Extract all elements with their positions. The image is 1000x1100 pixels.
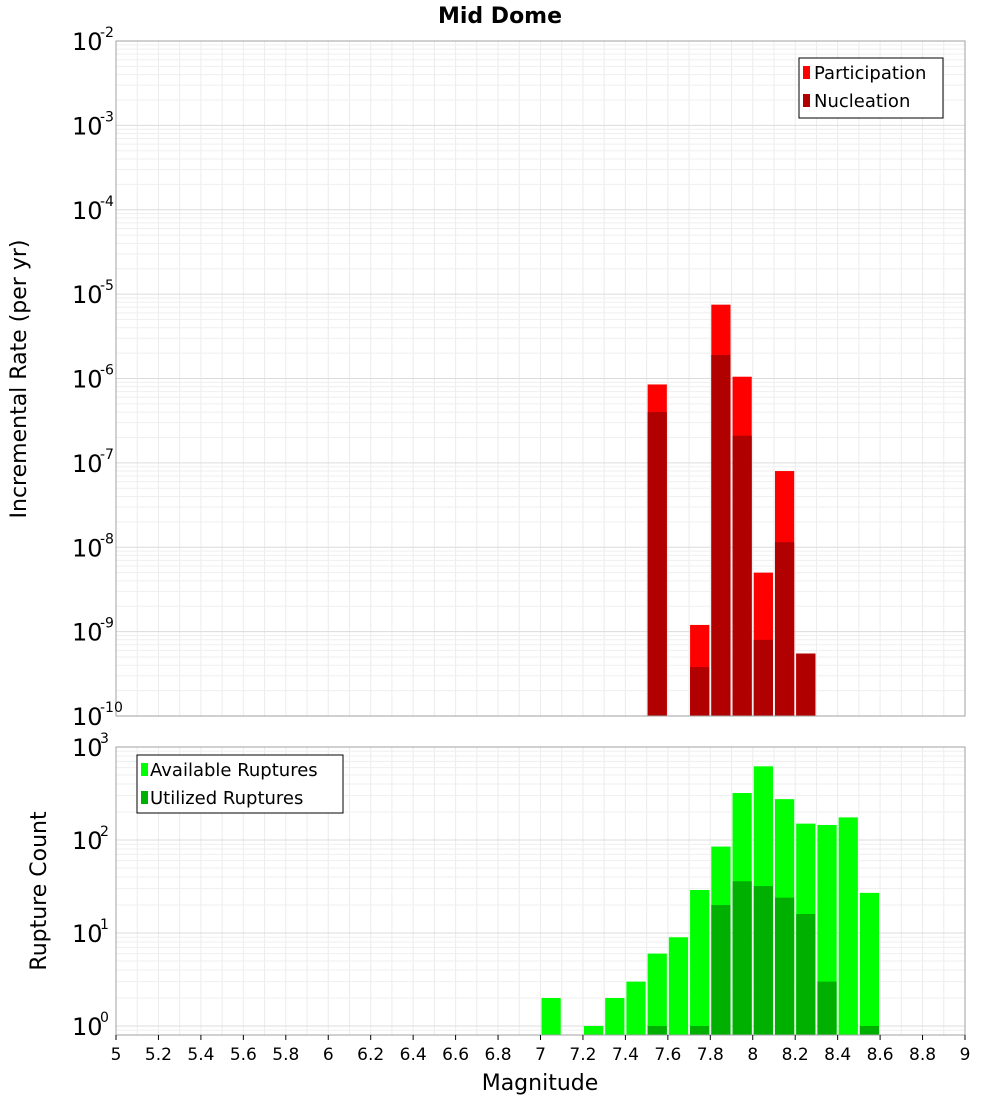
count-bar-available-ruptures <box>541 997 561 1035</box>
count-bars <box>541 766 880 1035</box>
legend-label-utilized: Utilized Ruptures <box>150 788 303 809</box>
count-bar-utilized-ruptures <box>732 881 752 1035</box>
rate-y-tick-base: 10 <box>72 197 103 225</box>
legend-label-available: Available Ruptures <box>150 760 318 781</box>
x-tick-label: 7.4 <box>612 1045 639 1065</box>
x-tick-label: 5.6 <box>230 1045 257 1065</box>
count-y-axis-label: Rupture Count <box>27 811 52 971</box>
x-tick-label: 6.2 <box>357 1045 384 1065</box>
count-bar-available-ruptures <box>859 892 880 1035</box>
rate-y-tick-exp: -9 <box>100 616 114 632</box>
x-tick-label: 8.4 <box>824 1045 851 1065</box>
x-tick-label: 9 <box>960 1045 971 1065</box>
rate-y-tick-exp: -3 <box>100 109 114 125</box>
x-tick-label: 8.8 <box>909 1045 936 1065</box>
x-tick-label: 6.4 <box>400 1045 427 1065</box>
count-legend: Available Ruptures Utilized Ruptures <box>136 754 344 814</box>
rate-y-tick-base: 10 <box>72 619 103 647</box>
count-y-tick-base: 10 <box>72 734 103 762</box>
rate-bar-nucleation <box>647 412 667 716</box>
rate-y-tick-base: 10 <box>72 281 103 309</box>
rate-y-tick-base: 10 <box>72 366 103 394</box>
rate-legend-box <box>798 57 944 119</box>
x-tick-label: 5.4 <box>187 1045 214 1065</box>
rate-bar-nucleation <box>774 542 795 716</box>
count-bar-available-ruptures <box>647 953 667 1035</box>
rate-y-tick-exp: -4 <box>100 194 114 210</box>
rate-bars <box>647 304 816 716</box>
x-tick-label: 7.8 <box>697 1045 724 1065</box>
count-y-tick-exp: 1 <box>100 917 109 933</box>
legend-label-participation: Participation <box>814 63 926 84</box>
x-tick-label: 6 <box>323 1045 334 1065</box>
chart-title: Mid Dome <box>438 4 562 29</box>
rate-y-tick-base: 10 <box>72 450 103 478</box>
count-y-tick-base: 10 <box>72 1013 103 1041</box>
legend-label-nucleation: Nucleation <box>814 91 910 112</box>
count-bar-available-ruptures <box>668 937 689 1035</box>
x-tick-label: 5.2 <box>145 1045 172 1065</box>
count-bar-available-ruptures <box>626 981 646 1035</box>
x-tick-label: 8.2 <box>782 1045 809 1065</box>
rate-y-tick-exp: -2 <box>100 25 114 41</box>
count-bar-utilized-ruptures <box>690 1025 710 1035</box>
rate-bar-nucleation <box>796 653 816 716</box>
count-legend-box <box>136 754 344 814</box>
x-tick-label: 7 <box>535 1045 546 1065</box>
count-bar-utilized-ruptures <box>647 1025 667 1035</box>
count-bar-available-ruptures <box>583 1025 604 1035</box>
count-bar-utilized-ruptures <box>711 904 731 1035</box>
count-y-tick-base: 10 <box>72 920 103 948</box>
rate-bar-nucleation <box>711 354 731 716</box>
count-bar-available-ruptures <box>838 817 858 1035</box>
rate-y-tick-base: 10 <box>72 112 103 140</box>
rate-grid <box>115 40 966 717</box>
x-tick-label: 6.6 <box>442 1045 469 1065</box>
legend-swatch-available <box>141 763 148 776</box>
magnitude-x-ticks: 5 5.2 5.4 5.6 5.8 6 6.2 6.4 6.6 6.8 7 7.2 7.4 7.6 7.8 8… <box>111 1035 971 1065</box>
count-bar-utilized-ruptures <box>859 1025 880 1035</box>
legend-swatch-utilized <box>141 791 148 804</box>
rate-y-tick-base: 10 <box>72 703 103 731</box>
legend-swatch-nucleation <box>803 94 810 107</box>
count-bar-available-ruptures <box>605 997 625 1035</box>
rate-bar-nucleation <box>732 435 752 716</box>
count-bar-utilized-ruptures <box>753 886 773 1035</box>
rate-y-tick-exp: -8 <box>100 531 114 547</box>
x-tick-label: 8 <box>747 1045 758 1065</box>
rate-y-tick-base: 10 <box>72 28 103 56</box>
x-tick-label: 7.6 <box>654 1045 681 1065</box>
count-bar-utilized-ruptures <box>817 981 837 1035</box>
count-bar-available-ruptures <box>690 889 710 1035</box>
rate-y-axis-label: Incremental Rate (per yr) <box>7 240 32 519</box>
rate-y-tick-exp: -5 <box>100 278 114 294</box>
rate-y-tick-exp: -6 <box>100 363 114 379</box>
count-bar-utilized-ruptures <box>774 897 795 1035</box>
count-y-tick-exp: 2 <box>100 824 109 840</box>
x-tick-label: 6.8 <box>485 1045 512 1065</box>
x-tick-label: 5 <box>111 1045 122 1065</box>
rate-y-tick-base: 10 <box>72 534 103 562</box>
rate-bar-nucleation <box>690 667 710 716</box>
count-bar-utilized-ruptures <box>796 914 816 1035</box>
rate-y-tick-exp: -10 <box>100 700 123 716</box>
count-y-tick-base: 10 <box>72 827 103 855</box>
rate-legend: Participation Nucleation <box>798 57 944 119</box>
x-tick-label: 8.6 <box>867 1045 894 1065</box>
x-tick-label: 7.2 <box>569 1045 596 1065</box>
rate-bar-nucleation <box>753 639 773 716</box>
legend-swatch-participation <box>803 66 810 79</box>
rate-plot-border <box>115 40 966 717</box>
rate-y-tick-exp: -7 <box>100 447 114 463</box>
x-tick-label: 5.8 <box>272 1045 299 1065</box>
count-y-tick-exp: 0 <box>100 1010 109 1026</box>
count-y-tick-exp: 3 <box>100 731 109 747</box>
x-axis-label: Magnitude <box>482 1071 599 1096</box>
